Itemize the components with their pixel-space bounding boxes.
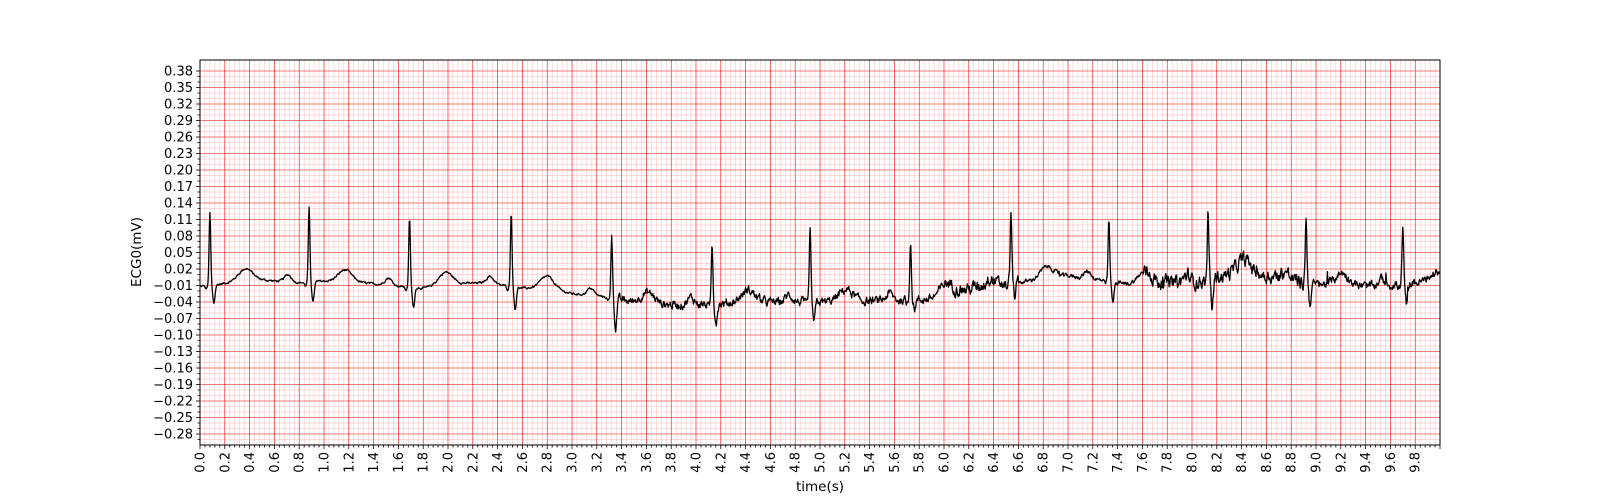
- x-tick-label: 9.4: [1359, 452, 1374, 473]
- x-tick-label: 5.6: [888, 452, 903, 473]
- x-tick-label: 7.4: [1111, 452, 1126, 473]
- x-axis-title: time(s): [796, 479, 844, 495]
- x-tick-label: 6.0: [938, 452, 953, 473]
- y-tick-label: −0.04: [153, 296, 193, 311]
- y-tick-label: 0.38: [164, 65, 193, 80]
- x-tick-label: 4.8: [789, 452, 804, 473]
- y-tick-label: −0.28: [153, 428, 193, 443]
- x-tick-label: 3.6: [640, 452, 655, 473]
- y-tick-label: −0.10: [153, 329, 193, 344]
- y-tick-label: 0.29: [164, 114, 193, 129]
- x-tick-label: 7.8: [1161, 452, 1176, 473]
- y-tick-label: 0.14: [164, 197, 193, 212]
- x-tick-label: 5.2: [838, 452, 853, 473]
- y-tick-label: 0.17: [164, 180, 193, 195]
- x-tick-label: 5.4: [863, 452, 878, 473]
- x-tick-label: 7.0: [1062, 452, 1077, 473]
- x-tick-label: 3.0: [566, 452, 581, 473]
- x-tick-label: 5.8: [913, 452, 928, 473]
- x-tick-label: 8.4: [1235, 452, 1250, 473]
- x-tick-label: 9.2: [1334, 452, 1349, 473]
- x-tick-label: 2.8: [541, 452, 556, 473]
- x-tick-label: 8.2: [1210, 452, 1225, 473]
- x-tick-label: 1.2: [342, 452, 357, 473]
- x-tick-label: 9.0: [1310, 452, 1325, 473]
- x-tick-label: 9.6: [1384, 452, 1399, 473]
- y-tick-label: 0.20: [164, 164, 193, 179]
- x-tick-label: 6.4: [987, 452, 1002, 473]
- y-tick-label: 0.32: [164, 98, 193, 113]
- x-tick-label: 3.4: [615, 452, 630, 473]
- y-tick-label: −0.19: [153, 378, 193, 393]
- x-tick-label: 6.2: [962, 452, 977, 473]
- y-axis: 0.380.35 0.320.29 0.260.23 0.200.17 0.140.11…: [153, 65, 200, 443]
- x-tick-label: 1.4: [367, 452, 382, 473]
- x-tick-label: 8.8: [1285, 452, 1300, 473]
- y-tick-label: 0.26: [164, 131, 193, 146]
- y-tick-label: −0.25: [153, 411, 193, 426]
- x-tick-label: 5.0: [814, 452, 829, 473]
- y-tick-label: 0.08: [164, 230, 193, 245]
- y-tick-label: −0.22: [153, 395, 193, 410]
- x-tick-label: 4.0: [690, 452, 705, 473]
- x-tick-label: 0.6: [268, 452, 283, 473]
- y-tick-label: −0.07: [153, 312, 193, 327]
- x-tick-label: 1.0: [318, 452, 333, 473]
- x-tick-label: 0.4: [243, 452, 258, 473]
- x-tick-label: 0.2: [218, 452, 233, 473]
- y-tick-label: 0.23: [164, 147, 193, 162]
- x-tick-label: 1.6: [392, 452, 407, 473]
- x-tick-label: 0.0: [194, 452, 209, 473]
- x-tick-label: 7.6: [1136, 452, 1151, 473]
- y-tick-label: −0.13: [153, 345, 193, 360]
- y-tick-label: 0.35: [164, 81, 193, 96]
- x-tick-label: 2.0: [442, 452, 457, 473]
- x-tick-label: 4.4: [739, 452, 754, 473]
- x-tick-label: 8.0: [1186, 452, 1201, 473]
- y-tick-label: 0.05: [164, 246, 193, 261]
- x-tick-label: 4.6: [764, 452, 779, 473]
- x-tick-label: 6.8: [1037, 452, 1052, 473]
- x-tick-label: 3.8: [665, 452, 680, 473]
- x-tick-label: 6.6: [1012, 452, 1027, 473]
- x-tick-label: 0.8: [293, 452, 308, 473]
- x-tick-label: 9.8: [1409, 452, 1424, 473]
- x-tick-label: 2.6: [516, 452, 531, 473]
- x-tick-label: 2.2: [466, 452, 481, 473]
- y-tick-label: 0.11: [164, 213, 193, 228]
- x-tick-label: 2.4: [491, 452, 506, 473]
- y-tick-label: −0.01: [153, 279, 193, 294]
- x-tick-label: 1.8: [417, 452, 432, 473]
- y-tick-label: 0.02: [164, 263, 193, 278]
- x-tick-label: 8.6: [1260, 452, 1275, 473]
- x-axis: 0.0 0.2 0.4 0.6 0.8 1.0 1.2 1.4 1.6 1.8 2.0 2.2 2.4 2…: [194, 445, 1441, 473]
- y-tick-label: −0.16: [153, 362, 193, 377]
- x-tick-label: 4.2: [714, 452, 729, 473]
- ecg-series-line: [199, 206, 1441, 333]
- x-tick-label: 7.2: [1086, 452, 1101, 473]
- y-axis-title: ECG0(mV): [129, 217, 145, 287]
- x-tick-label: 3.2: [590, 452, 605, 473]
